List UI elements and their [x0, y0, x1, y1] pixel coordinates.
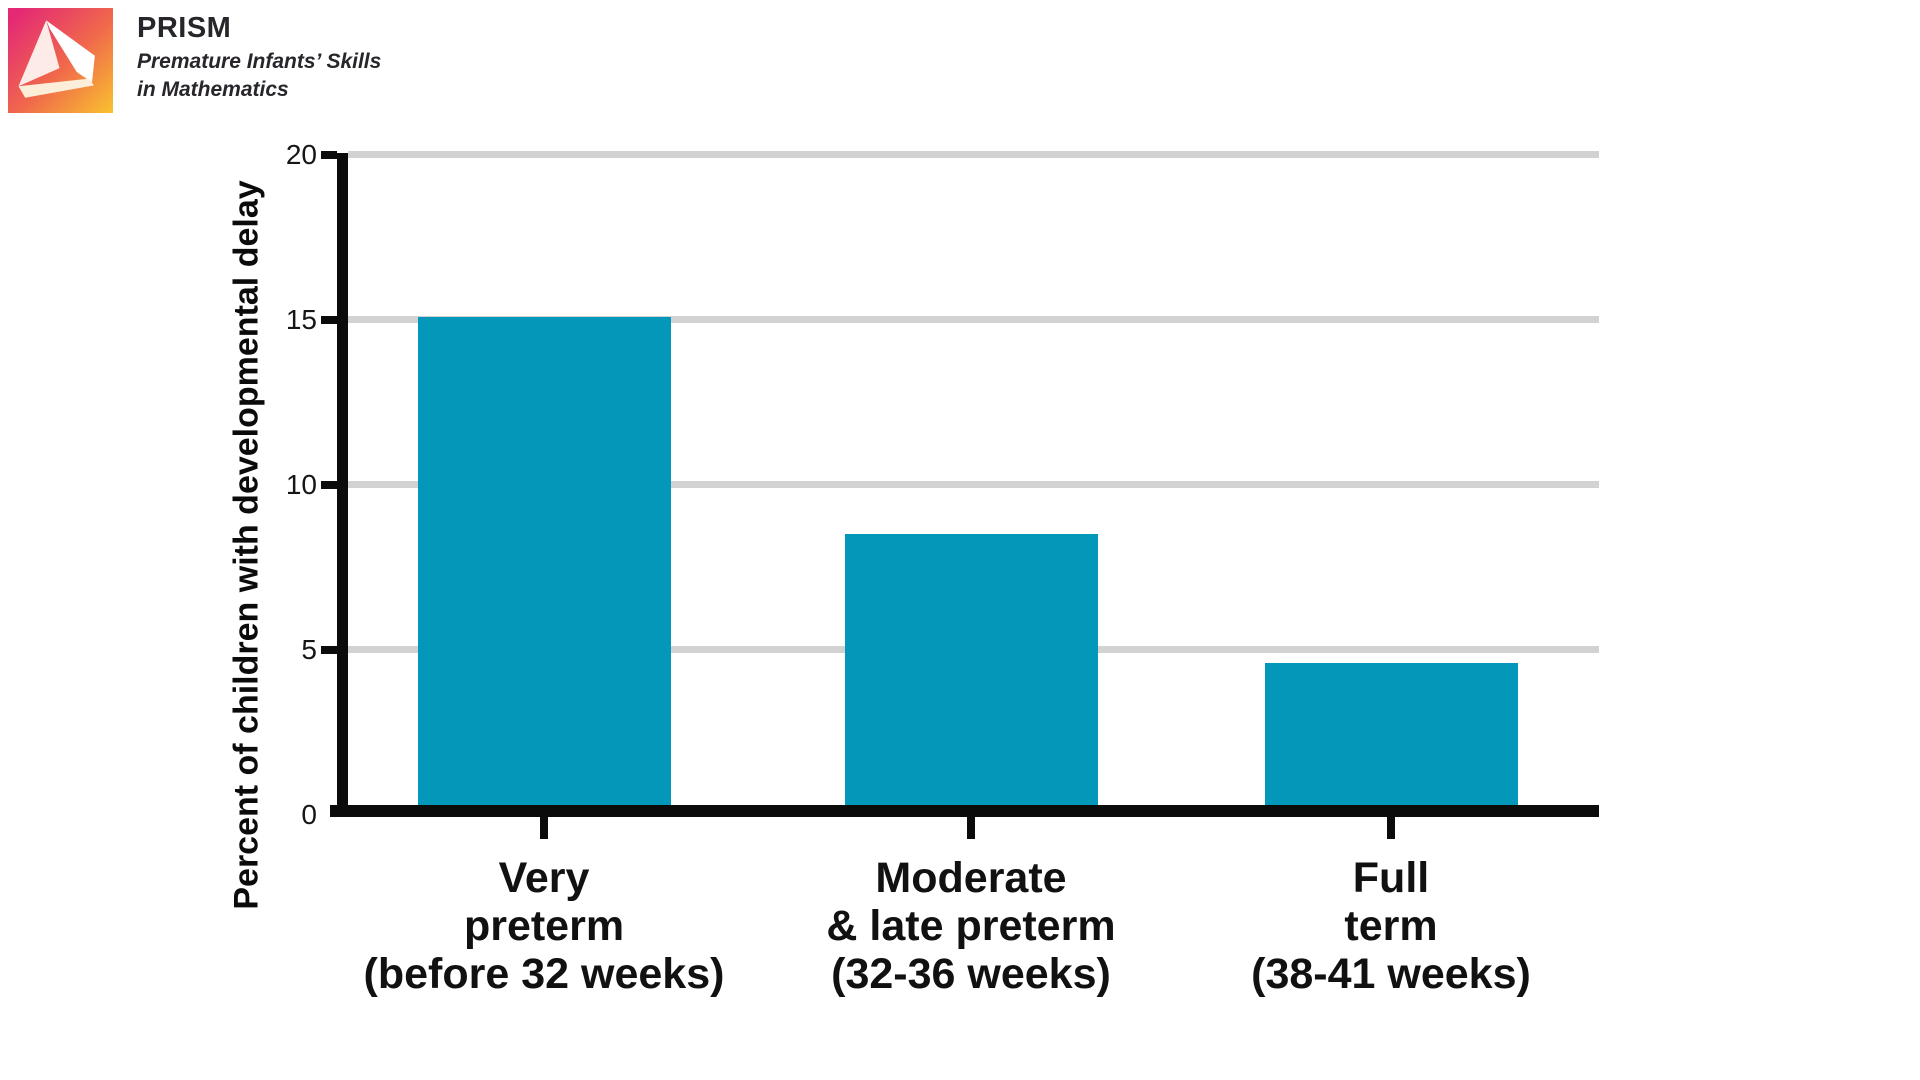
x-tick-1	[540, 817, 548, 839]
x-category-label-line: term	[1344, 902, 1438, 950]
y-tick-label-5: 5	[301, 634, 317, 665]
logo-subtitle-line1: Premature Infants’ Skills	[137, 50, 382, 73]
y-axis-line	[337, 153, 348, 817]
y-tick-5	[321, 646, 337, 654]
y-tick-15	[321, 316, 337, 324]
logo-title: PRISM	[137, 12, 232, 44]
y-tick-10	[321, 481, 337, 489]
y-tick-label-0: 0	[301, 799, 317, 830]
gridline-10	[348, 481, 1599, 488]
x-tick-3	[1387, 817, 1395, 839]
prism-triangle-icon	[8, 8, 113, 113]
x-category-label-line: Moderate	[875, 854, 1067, 902]
x-category-label-3: Full term (38-41 weeks)	[1161, 854, 1621, 998]
x-category-label-1: Very preterm (before 32 weeks)	[314, 854, 774, 998]
y-tick-label-15: 15	[285, 304, 317, 335]
x-category-label-line: (38-41 weeks)	[1251, 950, 1531, 998]
prism-logo	[8, 8, 113, 113]
x-category-label-line: Very	[498, 854, 590, 902]
x-category-label-line: preterm	[463, 902, 625, 950]
y-tick-label-10: 10	[285, 469, 317, 500]
x-tick-2	[967, 817, 975, 839]
y-tick-label-20: 20	[285, 139, 317, 170]
x-category-label-line: & late preterm	[826, 902, 1116, 950]
x-category-label-2: Moderate & late preterm (32-36 weeks)	[741, 854, 1201, 998]
bar-1	[417, 317, 671, 805]
bar-2	[844, 534, 1098, 805]
gridline-20	[348, 151, 1599, 158]
y-tick-20	[321, 151, 337, 159]
logo-subtitle-line2: in Mathematics	[137, 78, 289, 101]
gridline-15	[348, 316, 1599, 323]
bar-3	[1264, 663, 1518, 805]
x-category-label-line: Full	[1352, 854, 1430, 902]
x-category-label-line: (before 32 weeks)	[363, 950, 725, 998]
x-axis-line	[330, 805, 1599, 817]
x-category-label-line: (32-36 weeks)	[831, 950, 1111, 998]
